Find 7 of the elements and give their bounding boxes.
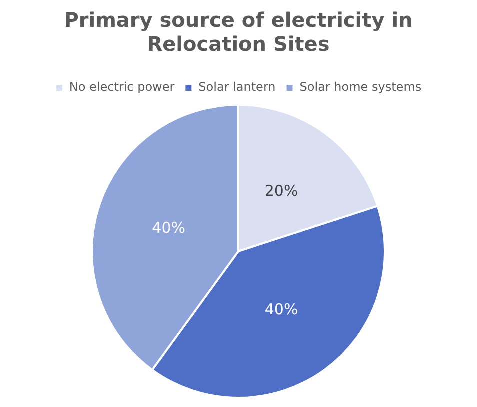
chart-title: Primary source of electricity in Relocation Sites bbox=[64, 8, 413, 56]
legend-label: Solar home systems bbox=[300, 80, 422, 94]
legend-label: No electric power bbox=[69, 80, 175, 94]
legend-label: Solar lantern bbox=[198, 80, 276, 94]
data-label: 40% bbox=[264, 300, 298, 319]
data-label: 40% bbox=[152, 218, 186, 237]
data-label: 20% bbox=[264, 182, 298, 200]
